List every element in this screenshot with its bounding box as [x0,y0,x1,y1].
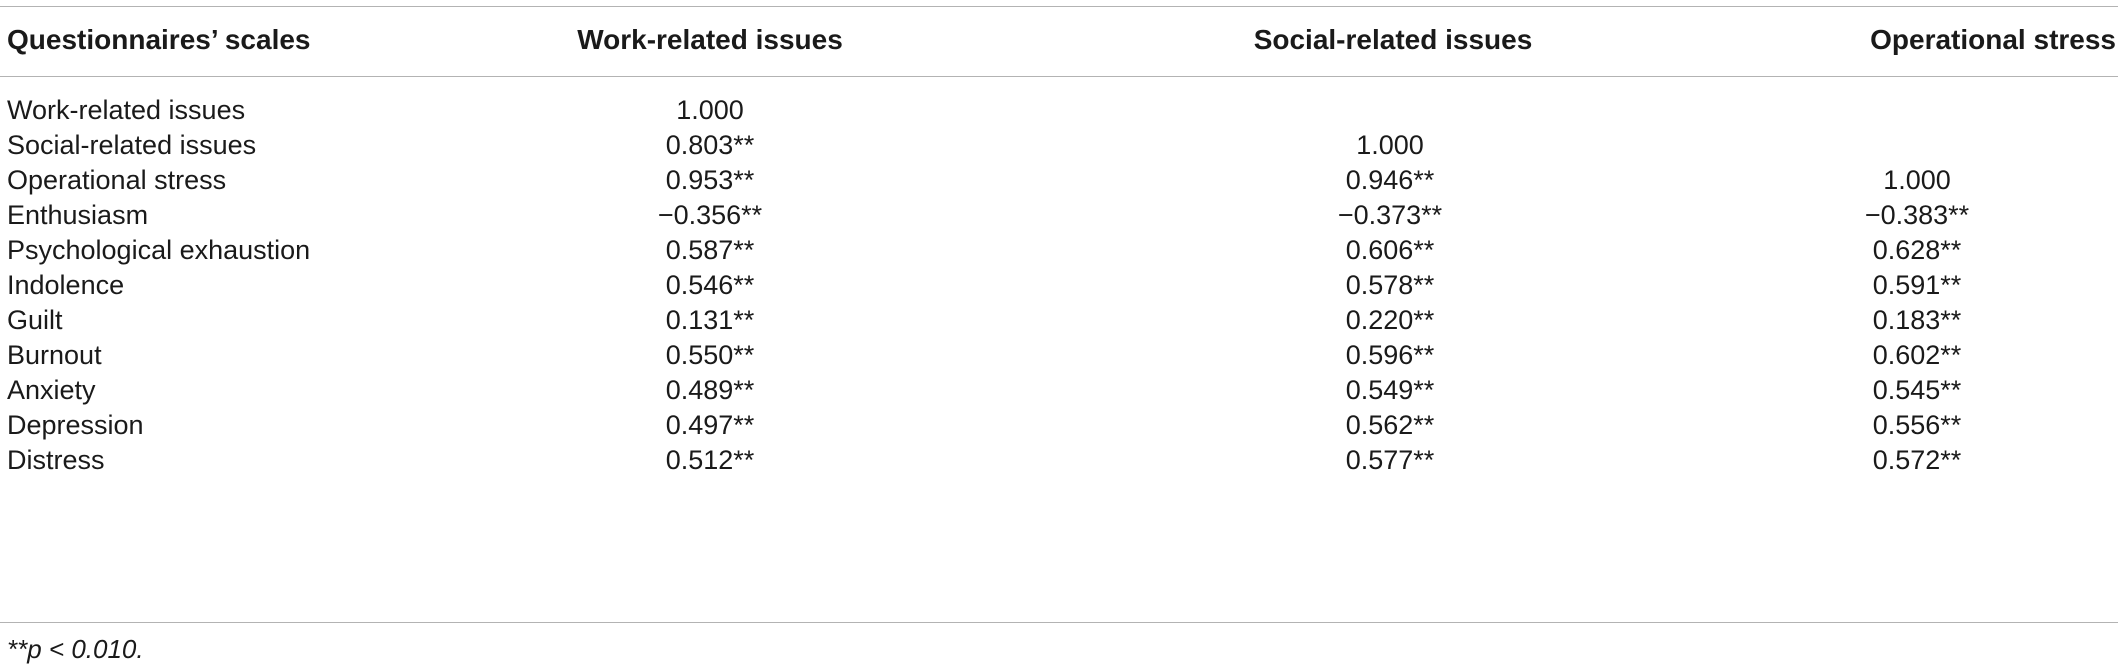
table-cell-operational-stress-value: 1.000 [1883,165,1951,195]
table-cell-work-related-value: 0.953** [665,165,755,195]
table-cell-row-label: Enthusiasm [7,200,149,230]
table-cell-operational-stress-value: 0.545** [1872,375,1962,405]
table-cell-row-label: Psychological exhaustion [7,235,311,265]
table-cell-operational-stress-value: −0.383** [1864,200,1970,230]
table-cell-row-label: Operational stress [7,165,227,195]
table-cell-row-label: Depression [7,410,144,440]
table-cell-work-related-value: 0.803** [665,130,755,160]
table-cell-social-related-value: 0.596** [1345,340,1435,370]
table-cell-operational-stress-value: 0.602** [1872,340,1962,370]
table-top-rule [0,6,2118,7]
table-cell-operational-stress-value: 0.628** [1872,235,1962,265]
table-cell-work-related-value: 0.512** [665,445,755,475]
table-cell-work-related-value: 0.550** [665,340,755,370]
table-bottom-rule [0,622,2118,623]
table-cell-work-related-value: 0.546** [665,270,755,300]
table-cell-row-label: Indolence [7,270,125,300]
table-cell-work-related-value: −0.356** [657,200,763,230]
table-cell-operational-stress-value: 0.183** [1872,305,1962,335]
header-social-related: Social-related issues [1253,24,1533,55]
table-cell-row-label: Anxiety [7,375,96,405]
table-cell-row-label: Burnout [7,340,102,370]
table-cell-social-related-value: 0.577** [1345,445,1435,475]
table-cell-social-related-value: −0.373** [1337,200,1443,230]
header-scales: Questionnaires’ scales [7,24,311,55]
table-cell-work-related-value: 0.587** [665,235,755,265]
table-cell-work-related-value: 0.497** [665,410,755,440]
table-cell-social-related-value: 0.562** [1345,410,1435,440]
table-cell-social-related-value: 1.000 [1356,130,1424,160]
header-work-related: Work-related issues [577,24,843,55]
table-cell-row-label: Social-related issues [7,130,257,160]
table-cell-social-related-value: 0.549** [1345,375,1435,405]
table-cell-work-related-value: 1.000 [676,95,744,125]
header-operational-stress: Operational stress [1870,24,2116,55]
table-cell-row-label: Distress [7,445,105,475]
table-cell-row-label: Work-related issues [7,95,246,125]
table-cell-operational-stress-value: 0.591** [1872,270,1962,300]
table-cell-operational-stress-value: 0.556** [1872,410,1962,440]
table-cell-work-related-value: 0.489** [665,375,755,405]
table-cell-social-related-value: 0.578** [1345,270,1435,300]
table-header-rule [0,76,2118,77]
table-cell-row-label: Guilt [7,305,63,335]
table-cell-operational-stress-value: 0.572** [1872,445,1962,475]
table-cell-social-related-value: 0.946** [1345,165,1435,195]
table-cell-social-related-value: 0.220** [1345,305,1435,335]
table-cell-social-related-value: 0.606** [1345,235,1435,265]
table-cell-work-related-value: 0.131** [665,305,755,335]
table-footnote: **p < 0.010. [7,634,144,664]
